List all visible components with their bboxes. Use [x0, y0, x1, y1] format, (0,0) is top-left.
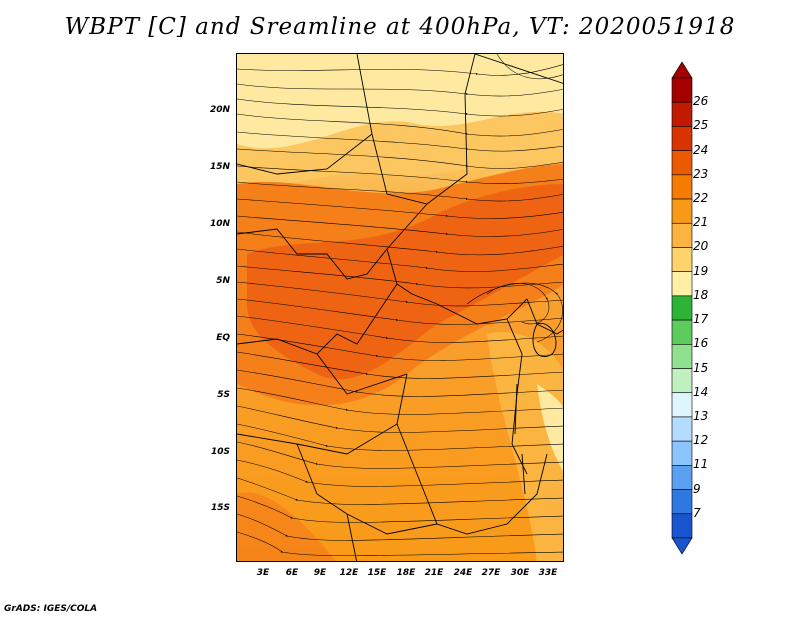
colorbar-label: 13: [693, 408, 709, 423]
colorbar-box: [671, 295, 693, 321]
lat-tick-10n: 10N: [209, 219, 230, 229]
colorbar: [671, 61, 693, 555]
footer-credit: GrADS: IGES/COLA: [4, 604, 98, 614]
lon-tick-3e: 3E: [256, 568, 270, 578]
colorbar-label: 16: [693, 336, 709, 351]
lon-tick-33e: 33E: [538, 568, 558, 578]
lon-tick-15e: 15E: [367, 568, 387, 578]
field-19-north: [237, 54, 563, 149]
lat-tick-15n: 15N: [209, 162, 230, 172]
lon-tick-12e: 12E: [339, 568, 359, 578]
colorbar-label: 17: [693, 312, 709, 327]
streamlines: [237, 54, 563, 557]
lon-tick-27e: 27E: [481, 568, 501, 578]
lat-tick-10s: 10S: [210, 447, 230, 457]
field-23-core: [247, 184, 563, 380]
colorbar-box: [671, 368, 693, 394]
colorbar-label: 22: [693, 191, 709, 206]
colorbar-box: [671, 440, 693, 466]
colorbar-box: [671, 416, 693, 442]
field-19-east: [537, 384, 563, 471]
lat-tick-5s: 5S: [217, 390, 230, 400]
map-svg: [237, 54, 563, 561]
field-20-north: [237, 111, 563, 187]
colorbar-box: [671, 513, 693, 539]
colorbar-box: [671, 150, 693, 176]
map-panel: [236, 53, 564, 562]
lon-tick-6e: 6E: [285, 568, 299, 578]
colorbar-bottom-arrow: [671, 537, 693, 555]
colorbar-label: 18: [693, 287, 709, 302]
colorbar-box: [671, 126, 693, 151]
colorbar-label: 7: [693, 505, 701, 520]
colorbar-label: 25: [693, 118, 709, 133]
colorbar-label: 24: [693, 142, 709, 157]
colorbar-label: 14: [693, 384, 709, 399]
colorbar-box: [671, 319, 693, 345]
colorbar-box: [671, 489, 693, 515]
colorbar-box: [671, 101, 693, 127]
colorbar-label: 26: [693, 94, 709, 109]
lat-tick-20n: 20N: [209, 105, 230, 115]
colorbar-box: [671, 344, 693, 369]
colorbar-box: [671, 174, 693, 200]
colorbar-box: [671, 392, 693, 418]
lon-tick-18e: 18E: [396, 568, 416, 578]
colorbar-box: [671, 247, 693, 272]
colorbar-box: [671, 222, 693, 248]
colorbar-label: 15: [693, 360, 709, 375]
lon-tick-24e: 24E: [453, 568, 473, 578]
lat-tick-15s: 15S: [210, 503, 230, 513]
colorbar-label: 20: [693, 239, 709, 254]
lon-tick-21e: 21E: [424, 568, 444, 578]
lon-tick-9e: 9E: [313, 568, 327, 578]
colorbar-label: 9: [693, 481, 701, 496]
colorbar-box: [671, 198, 693, 224]
lat-tick-5n: 5N: [216, 276, 230, 286]
colorbar-label: 11: [693, 457, 709, 472]
colorbar-label: 21: [693, 215, 709, 230]
chart-title: WBPT [C] and Sreamline at 400hPa, VT: 20…: [64, 14, 736, 40]
colorbar-box: [671, 77, 693, 103]
colorbar-label: 19: [693, 263, 709, 278]
colorbar-boxes: [671, 61, 693, 555]
field-22-south: [237, 492, 336, 561]
colorbar-box: [671, 271, 693, 297]
lon-tick-30e: 30E: [510, 568, 530, 578]
colorbar-label: 12: [693, 433, 709, 448]
colorbar-box: [671, 465, 693, 490]
colorbar-top-arrow: [671, 61, 693, 79]
lat-tick-eq: EQ: [216, 333, 230, 343]
colorbar-label: 23: [693, 166, 709, 181]
